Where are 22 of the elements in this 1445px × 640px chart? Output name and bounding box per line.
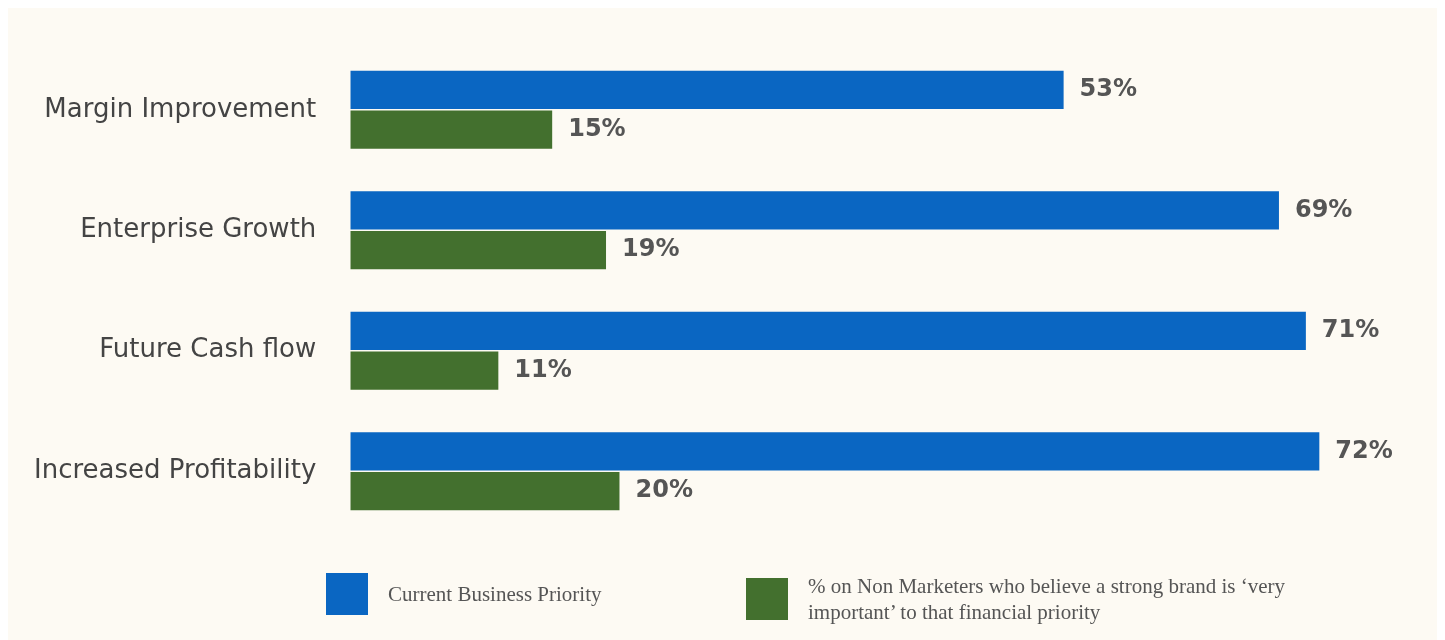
data-label: 15%	[568, 113, 626, 142]
data-label: 53%	[1079, 74, 1138, 103]
data-label: 19%	[622, 234, 680, 263]
data-label: 11%	[514, 354, 572, 383]
bar	[350, 351, 499, 390]
y-tick-label: Margin Improvement	[44, 92, 317, 123]
bar	[350, 110, 553, 149]
bar	[350, 70, 1064, 110]
legend-label: Current Business Priority	[388, 581, 602, 607]
y-tick-label: Enterprise Growth	[80, 213, 317, 244]
bar	[350, 311, 1306, 350]
bar	[350, 231, 607, 270]
data-label: 71%	[1321, 315, 1380, 344]
y-tick-label: Future Cash flow	[99, 333, 317, 364]
data-label: 20%	[635, 475, 693, 504]
bar	[350, 471, 620, 511]
bar	[350, 432, 1320, 471]
bar	[350, 191, 1279, 230]
y-tick-label: Increased Profitability	[33, 453, 317, 484]
legend-label: % on Non Marketers who believe a strong brand is ‘very important’ to that financial priority	[808, 573, 1287, 625]
data-label: 69%	[1294, 194, 1353, 223]
data-label: 72%	[1335, 435, 1393, 464]
